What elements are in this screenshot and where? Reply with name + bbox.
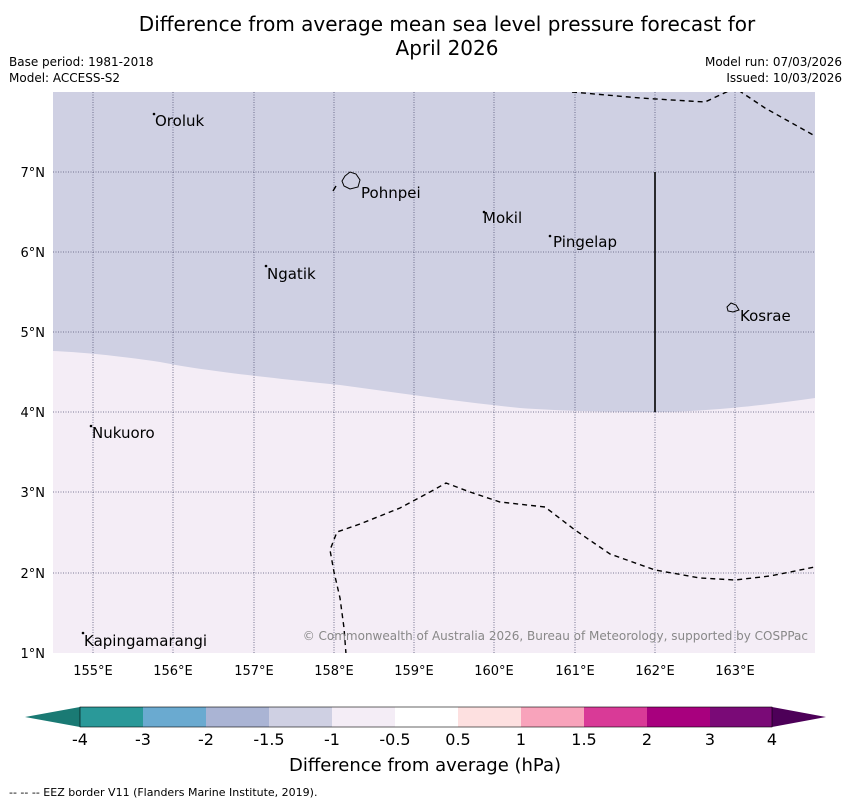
model-name: Model: ACCESS-S2 xyxy=(9,71,121,85)
lon-label-160e: 160°E xyxy=(474,664,514,679)
colorbar-seg-9 xyxy=(584,707,647,727)
latitude-labels: 7°N 6°N 5°N 4°N 3°N 2°N 1°N xyxy=(21,166,46,662)
colorbar-seg-10 xyxy=(647,707,710,727)
title-line-1: Difference from average mean sea level p… xyxy=(138,12,756,36)
colorbar-tick-4: -1 xyxy=(324,730,340,749)
colorbar-seg-11 xyxy=(710,707,772,727)
colorbar-extend-low xyxy=(25,707,80,727)
island-kosrae-shape xyxy=(726,302,740,313)
map-plot: Oroluk Pohnpei Mokil Pingelap Ngatik Kos… xyxy=(53,92,815,653)
lat-label-4n: 4°N xyxy=(21,406,46,421)
place-label-ngatik: Ngatik xyxy=(267,265,316,283)
colorbar-tick-11: 4 xyxy=(767,730,777,749)
colorbar-seg-7 xyxy=(458,707,521,727)
lat-label-7n: 7°N xyxy=(21,166,46,181)
longitude-labels: 155°E 156°E 157°E 158°E 159°E 160°E 161°… xyxy=(73,664,755,679)
island-pohnpei-shape xyxy=(341,171,361,190)
meta-left: Base period: 1981-2018 Model: ACCESS-S2 xyxy=(9,54,154,86)
eez-border-north xyxy=(571,92,815,137)
colorbar-seg-8 xyxy=(521,707,584,727)
lon-label-158e: 158°E xyxy=(314,664,354,679)
issued-date: Issued: 10/03/2026 xyxy=(726,71,842,85)
colorbar-tick-7: 1 xyxy=(516,730,526,749)
island-mokil-dot xyxy=(482,210,486,214)
island-nukuoro-dot xyxy=(89,424,93,428)
eez-border-pohnpei-stub xyxy=(332,185,337,192)
model-run: Model run: 07/03/2026 xyxy=(704,55,842,69)
place-label-oroluk: Oroluk xyxy=(155,112,204,130)
lon-label-156e: 156°E xyxy=(153,664,193,679)
colorbar-label: Difference from average (hPa) xyxy=(288,755,562,776)
colorbar-seg-5 xyxy=(332,707,395,727)
lon-label-162e: 162°E xyxy=(635,664,675,679)
place-label-kosrae: Kosrae xyxy=(740,307,791,325)
colorbar-tick-2: -2 xyxy=(198,730,214,749)
map-title: Difference from average mean sea level p… xyxy=(0,12,850,60)
place-label-kapingamarangi: Kapingamarangi xyxy=(84,632,207,650)
lat-label-3n: 3°N xyxy=(21,486,46,501)
colorbar-seg-3 xyxy=(206,707,269,727)
island-kapingamarangi-dot xyxy=(81,631,85,635)
lon-label-163e: 163°E xyxy=(715,664,755,679)
colorbar-tick-3: -1.5 xyxy=(253,730,284,749)
colorbar-tick-5: -0.5 xyxy=(379,730,410,749)
colorbar-seg-4 xyxy=(269,707,332,727)
eez-footnote: -- -- -- EEZ border V11 (Flanders Marine… xyxy=(9,786,318,799)
colorbar-seg-1 xyxy=(80,707,143,727)
lon-label-159e: 159°E xyxy=(394,664,434,679)
place-label-mokil: Mokil xyxy=(483,209,522,227)
colorbar-tick-10: 3 xyxy=(705,730,715,749)
colorbar-tick-6: 0.5 xyxy=(445,730,470,749)
base-period: Base period: 1981-2018 xyxy=(9,55,154,69)
colorbar-ticks: -4 -3 -2 -1.5 -1 -0.5 0.5 1 1.5 2 3 4 xyxy=(72,730,777,749)
lat-label-5n: 5°N xyxy=(21,326,46,341)
lon-label-157e: 157°E xyxy=(234,664,274,679)
islands xyxy=(81,112,740,635)
colorbar-seg-2 xyxy=(143,707,206,727)
colorbar-tick-8: 1.5 xyxy=(571,730,596,749)
lat-label-6n: 6°N xyxy=(21,246,46,261)
title-line-2: April 2026 xyxy=(395,36,499,60)
place-label-pingelap: Pingelap xyxy=(553,233,617,251)
colorbar-tick-0: -4 xyxy=(72,730,88,749)
colorbar-extend-high xyxy=(772,707,826,727)
island-pingelap-dot xyxy=(548,234,552,238)
place-label-pohnpei: Pohnpei xyxy=(361,184,421,202)
lon-label-155e: 155°E xyxy=(73,664,113,679)
copyright-notice: © Commonwealth of Australia 2026, Bureau… xyxy=(303,629,808,643)
island-ngatik-dot xyxy=(264,264,268,268)
meta-right: Model run: 07/03/2026 Issued: 10/03/2026 xyxy=(705,54,842,86)
island-oroluk-dot xyxy=(152,112,156,116)
lat-label-1n: 1°N xyxy=(21,647,46,662)
colorbar-tick-1: -3 xyxy=(135,730,151,749)
colorbar-tick-9: 2 xyxy=(642,730,652,749)
lat-label-2n: 2°N xyxy=(21,567,46,582)
colorbar: -4 -3 -2 -1.5 -1 -0.5 0.5 1 1.5 2 3 4 xyxy=(25,706,826,749)
colorbar-seg-6 xyxy=(395,707,458,727)
lon-label-161e: 161°E xyxy=(555,664,595,679)
eez-border-south xyxy=(329,482,815,653)
place-label-nukuoro: Nukuoro xyxy=(92,424,155,442)
place-labels: Oroluk Pohnpei Mokil Pingelap Ngatik Kos… xyxy=(84,112,791,650)
eez-borders xyxy=(329,92,815,653)
colorbar-outline xyxy=(79,706,773,728)
